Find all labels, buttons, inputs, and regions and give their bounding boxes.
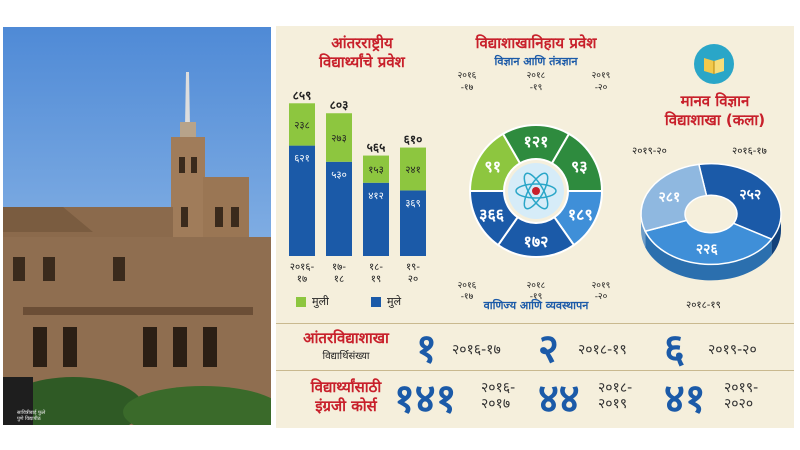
- ring-year-bottom: २०१९: [592, 281, 611, 291]
- bar-girls: [289, 103, 315, 146]
- ring-year-top: -१९: [530, 83, 543, 93]
- donut-slice-label: २८१: [659, 190, 681, 206]
- eng-year-2: २०१८- २०१९: [598, 380, 633, 412]
- bar-category-label: २०: [408, 274, 418, 285]
- commerce-label: वाणिज्य आणि व्यवस्थापन: [483, 299, 589, 312]
- ring-slice-label: १२१: [524, 132, 549, 151]
- eng-year-3: २०१९- २०२०: [724, 380, 759, 412]
- inter-year-3: २०१९-२०: [708, 342, 757, 358]
- bar-total-label: ६१०: [404, 133, 423, 147]
- bar-boys: [289, 145, 315, 256]
- bar-total-label: ८५९: [293, 88, 312, 102]
- bar-girls: [326, 113, 352, 162]
- bar-boys: [326, 161, 352, 256]
- ring-year-bottom: २०१६: [458, 281, 477, 291]
- eng-count-2: ४४: [538, 376, 580, 422]
- inter-heading: आंतरविद्याशाखा विद्यार्थिसंख्या: [303, 329, 389, 362]
- atom-icon: [515, 183, 557, 199]
- divider-middle: [276, 370, 794, 371]
- legend-boys-label: मुले: [387, 295, 402, 308]
- legend-boys-swatch: [371, 297, 381, 307]
- intl-bar-chart: ६२१ २३८ ८५९ २०१६-१७ ५३० २७३ ८०३ १७-१८ ४१२ १५३ ५६५ १…: [289, 88, 426, 285]
- ring-slice-commerce: [468, 190, 520, 247]
- bar-boys-label: ५३०: [331, 170, 347, 181]
- bar-total-label: ८०३: [330, 98, 349, 112]
- bar-category-label: १७: [297, 274, 307, 285]
- atom-icon: [523, 172, 549, 210]
- divider-top: [276, 323, 794, 324]
- eng-count-1: १४१: [394, 376, 457, 422]
- inter-count-2: २: [538, 326, 559, 372]
- bar-boys-label: ३६९: [405, 198, 421, 209]
- ring-year-bottom: २०१८: [527, 281, 546, 291]
- faculty-ring-chart: ९११२१९३१८९१७२३६६२०१६-१७२०१८-१९२०१९-२०२०१…: [458, 71, 611, 302]
- book-icon: [694, 44, 734, 84]
- arts-year-right: २०१६-१७: [732, 146, 767, 157]
- ring-year-top: २०१६: [458, 71, 477, 81]
- building-illustration: [3, 27, 271, 425]
- ring-year-bottom: -१७: [461, 292, 474, 302]
- ring-year-top: २०१८: [527, 71, 546, 81]
- inter-count-1: १: [416, 326, 437, 372]
- eng-year-1: २०१६- २०१७: [481, 380, 516, 412]
- bar-category-label: १९: [371, 274, 381, 285]
- donut-side-wall: [641, 214, 646, 248]
- ring-slice-label: ९३: [571, 157, 588, 176]
- donut-slice-label: २५२: [739, 187, 761, 203]
- donut-slice: [644, 219, 773, 266]
- inter-count-3: ६: [664, 326, 685, 372]
- science-label: विज्ञान आणि तंत्रज्ञान: [494, 55, 578, 68]
- infographic-panel: आंतरराष्ट्रीय विद्यार्थ्यांचे प्रवेश ६२१…: [276, 26, 794, 428]
- intl-title: आंतरराष्ट्रीय विद्यार्थ्यांचे प्रवेश: [319, 34, 405, 71]
- bar-boys-label: ४१२: [368, 191, 384, 202]
- inter-year-2: २०१८-१९: [578, 342, 627, 358]
- bar-girls: [363, 155, 389, 183]
- bar-boys-label: ६२१: [294, 154, 310, 165]
- arts-donut-chart: २५२ २२६ २८१: [640, 162, 782, 281]
- faculty-title: विद्याशाखानिहाय प्रवेश: [475, 34, 597, 52]
- ring-slice-label: ९१: [484, 157, 501, 176]
- donut-slice: [640, 163, 708, 233]
- eng-count-3: ४१: [664, 376, 706, 422]
- donut-side-wall: [771, 214, 781, 256]
- bar-boys: [400, 190, 426, 256]
- ring-slice-label: १८९: [568, 205, 593, 224]
- ring-slice-label: १७२: [524, 232, 549, 251]
- bar-category-label: १९-: [406, 262, 420, 273]
- legend-girls-label: मुली: [312, 295, 329, 308]
- inter-year-1: २०१६-१७: [452, 342, 501, 358]
- ring-year-top: -२०: [595, 83, 608, 93]
- bar-girls-label: २७३: [331, 134, 347, 145]
- bar-girls: [400, 147, 426, 191]
- bar-girls-label: २४१: [405, 165, 421, 176]
- ring-year-bottom: -१९: [530, 292, 543, 302]
- atom-nucleus-icon: [532, 187, 540, 195]
- donut-slice-label: २२६: [696, 241, 719, 257]
- bar-total-label: ५६५: [367, 141, 386, 155]
- university-photo: सावित्रीबाई फुले पुणे विद्यापीठ: [3, 27, 271, 425]
- bar-category-label: १८-: [369, 262, 383, 273]
- donut-side-wall: [645, 231, 772, 281]
- bar-boys: [363, 182, 389, 256]
- atom-icon: [523, 172, 549, 210]
- bar-category-label: १८: [334, 274, 344, 285]
- legend-girls-swatch: [296, 297, 306, 307]
- bar-category-label: १७-: [332, 262, 346, 273]
- ring-year-top: २०१९: [592, 71, 611, 81]
- photo-caption: सावित्रीबाई फुले पुणे विद्यापीठ: [17, 410, 46, 422]
- arts-title: मानव विज्ञान विद्याशाखा (कला): [664, 92, 766, 129]
- ring-slice-label: ३६६: [479, 205, 505, 224]
- bar-girls-label: १५३: [368, 165, 384, 176]
- ring-year-bottom: -२०: [595, 292, 608, 302]
- eng-heading: विद्यार्थ्यांसाठी इंग्रजी कोर्स: [310, 378, 382, 415]
- arts-year-left: २०१९-२०: [632, 146, 667, 157]
- bar-girls-label: २३८: [294, 120, 310, 131]
- arts-year-bottom: २०१८-१९: [686, 300, 721, 311]
- bar-category-label: २०१६-: [290, 262, 315, 273]
- donut-slice: [697, 162, 782, 241]
- ring-year-top: -१७: [461, 83, 474, 93]
